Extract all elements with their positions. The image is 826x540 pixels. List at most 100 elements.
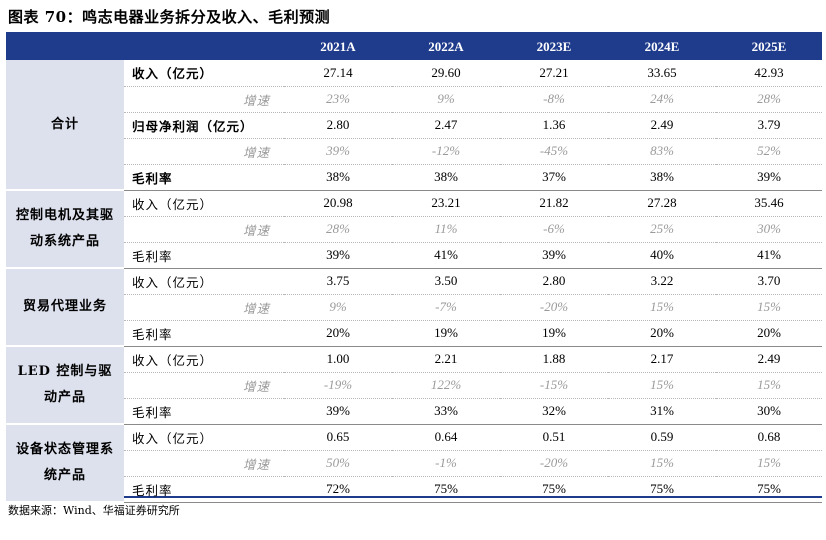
value-cell: 32% (500, 398, 608, 425)
table-row: 增速 39% -12% -45% 83% 52% (6, 138, 822, 165)
growth-label: 增速 (124, 450, 284, 477)
metric-label: 收入（亿元） (124, 346, 284, 373)
value-cell: 0.64 (392, 424, 500, 451)
growth-value-cell: -7% (392, 294, 500, 321)
value-cell: 39% (716, 164, 822, 191)
value-cell: 41% (392, 242, 500, 269)
growth-value-cell: 30% (716, 216, 822, 243)
value-cell: 39% (500, 242, 608, 269)
growth-value-cell: -1% (392, 450, 500, 477)
group-label: 贸易代理业务 (6, 268, 124, 347)
value-cell: 3.79 (716, 112, 822, 139)
growth-value-cell: 15% (716, 294, 822, 321)
growth-value-cell: 39% (284, 138, 392, 165)
growth-value-cell: 9% (392, 86, 500, 113)
growth-value-cell: 28% (284, 216, 392, 243)
value-cell: 3.22 (608, 268, 716, 295)
growth-value-cell: -12% (392, 138, 500, 165)
metric-label: 收入（亿元） (124, 268, 284, 295)
growth-value-cell: -15% (500, 372, 608, 399)
table-row: 增速 50% -1% -20% 15% 15% (6, 450, 822, 477)
metric-label: 毛利率 (124, 320, 284, 347)
metric-label: 收入（亿元） (124, 424, 284, 451)
growth-value-cell: 9% (284, 294, 392, 321)
value-cell: 75% (500, 476, 608, 503)
growth-value-cell: 28% (716, 86, 822, 113)
growth-value-cell: 50% (284, 450, 392, 477)
table-row: 毛利率 72% 75% 75% 75% 75% (6, 476, 822, 503)
value-cell: 0.51 (500, 424, 608, 451)
value-cell: 39% (284, 398, 392, 425)
value-cell: 72% (284, 476, 392, 503)
value-cell: 3.75 (284, 268, 392, 295)
growth-label: 增速 (124, 372, 284, 399)
growth-value-cell: -6% (500, 216, 608, 243)
value-cell: 19% (392, 320, 500, 347)
value-cell: 38% (608, 164, 716, 191)
value-cell: 2.80 (500, 268, 608, 295)
value-cell: 23.21 (392, 190, 500, 217)
value-cell: 35.46 (716, 190, 822, 217)
value-cell: 33% (392, 398, 500, 425)
growth-value-cell: 15% (608, 294, 716, 321)
group-label: 合计 (6, 60, 124, 191)
value-cell: 42.93 (716, 60, 822, 87)
value-cell: 3.50 (392, 268, 500, 295)
value-cell: 21.82 (500, 190, 608, 217)
growth-value-cell: 11% (392, 216, 500, 243)
value-cell: 2.21 (392, 346, 500, 373)
growth-value-cell: 15% (608, 450, 716, 477)
table-row: 增速 23% 9% -8% 24% 28% (6, 86, 822, 113)
growth-label: 增速 (124, 86, 284, 113)
group-label: 控制电机及其驱动系统产品 (6, 190, 124, 269)
value-cell: 27.28 (608, 190, 716, 217)
value-cell: 75% (608, 476, 716, 503)
value-cell: 29.60 (392, 60, 500, 87)
value-cell: 1.00 (284, 346, 392, 373)
table-row: 增速 28% 11% -6% 25% 30% (6, 216, 822, 243)
metric-label: 收入（亿元） (124, 190, 284, 217)
value-cell: 31% (608, 398, 716, 425)
growth-value-cell: -8% (500, 86, 608, 113)
value-cell: 2.49 (608, 112, 716, 139)
value-cell: 27.21 (500, 60, 608, 87)
value-cell: 0.59 (608, 424, 716, 451)
growth-value-cell: 52% (716, 138, 822, 165)
value-cell: 2.17 (608, 346, 716, 373)
value-cell: 38% (392, 164, 500, 191)
table-row: 毛利率 39% 41% 39% 40% 41% (6, 242, 822, 269)
value-cell: 20.98 (284, 190, 392, 217)
value-cell: 0.65 (284, 424, 392, 451)
source-note: 数据来源：Wind、华福证券研究所 (8, 504, 180, 517)
table-row: 合计 收入（亿元） 27.14 29.60 27.21 33.65 42.93 (6, 60, 822, 191)
header-cell-2025e: 2025E (716, 34, 822, 60)
value-cell: 19% (500, 320, 608, 347)
table-row: 毛利率 39% 33% 32% 31% 30% (6, 398, 822, 425)
table-row: 增速 9% -7% -20% 15% 15% (6, 294, 822, 321)
growth-value-cell: 122% (392, 372, 500, 399)
header-cell-group (6, 34, 124, 60)
table-row: LED 控制与驱动产品 收入（亿元） 1.00 2.21 1.88 2.17 2.49 (6, 346, 822, 425)
table-row: 增速 -19% 122% -15% 15% 15% (6, 372, 822, 399)
value-cell: 1.88 (500, 346, 608, 373)
metric-label: 毛利率 (124, 476, 284, 503)
value-cell: 37% (500, 164, 608, 191)
growth-value-cell: 15% (716, 450, 822, 477)
table-row: 设备状态管理系统产品 收入（亿元） 0.65 0.64 0.51 0.59 0.68 (6, 424, 822, 503)
table-row: 归母净利润（亿元） 2.80 2.47 1.36 2.49 3.79 (6, 112, 822, 139)
metric-label: 毛利率 (124, 398, 284, 425)
growth-value-cell: -19% (284, 372, 392, 399)
growth-value-cell: 83% (608, 138, 716, 165)
metric-label: 毛利率 (124, 164, 284, 191)
growth-label: 增速 (124, 216, 284, 243)
value-cell: 75% (392, 476, 500, 503)
header-row: 2021A 2022A 2023E 2024E 2025E (6, 34, 822, 60)
table-row: 控制电机及其驱动系统产品 收入（亿元） 20.98 23.21 21.82 27.28 35… (6, 190, 822, 269)
value-cell: 0.68 (716, 424, 822, 451)
value-cell: 75% (716, 476, 822, 503)
growth-value-cell: -45% (500, 138, 608, 165)
header-cell-2022a: 2022A (392, 34, 500, 60)
value-cell: 38% (284, 164, 392, 191)
value-cell: 1.36 (500, 112, 608, 139)
growth-label: 增速 (124, 138, 284, 165)
